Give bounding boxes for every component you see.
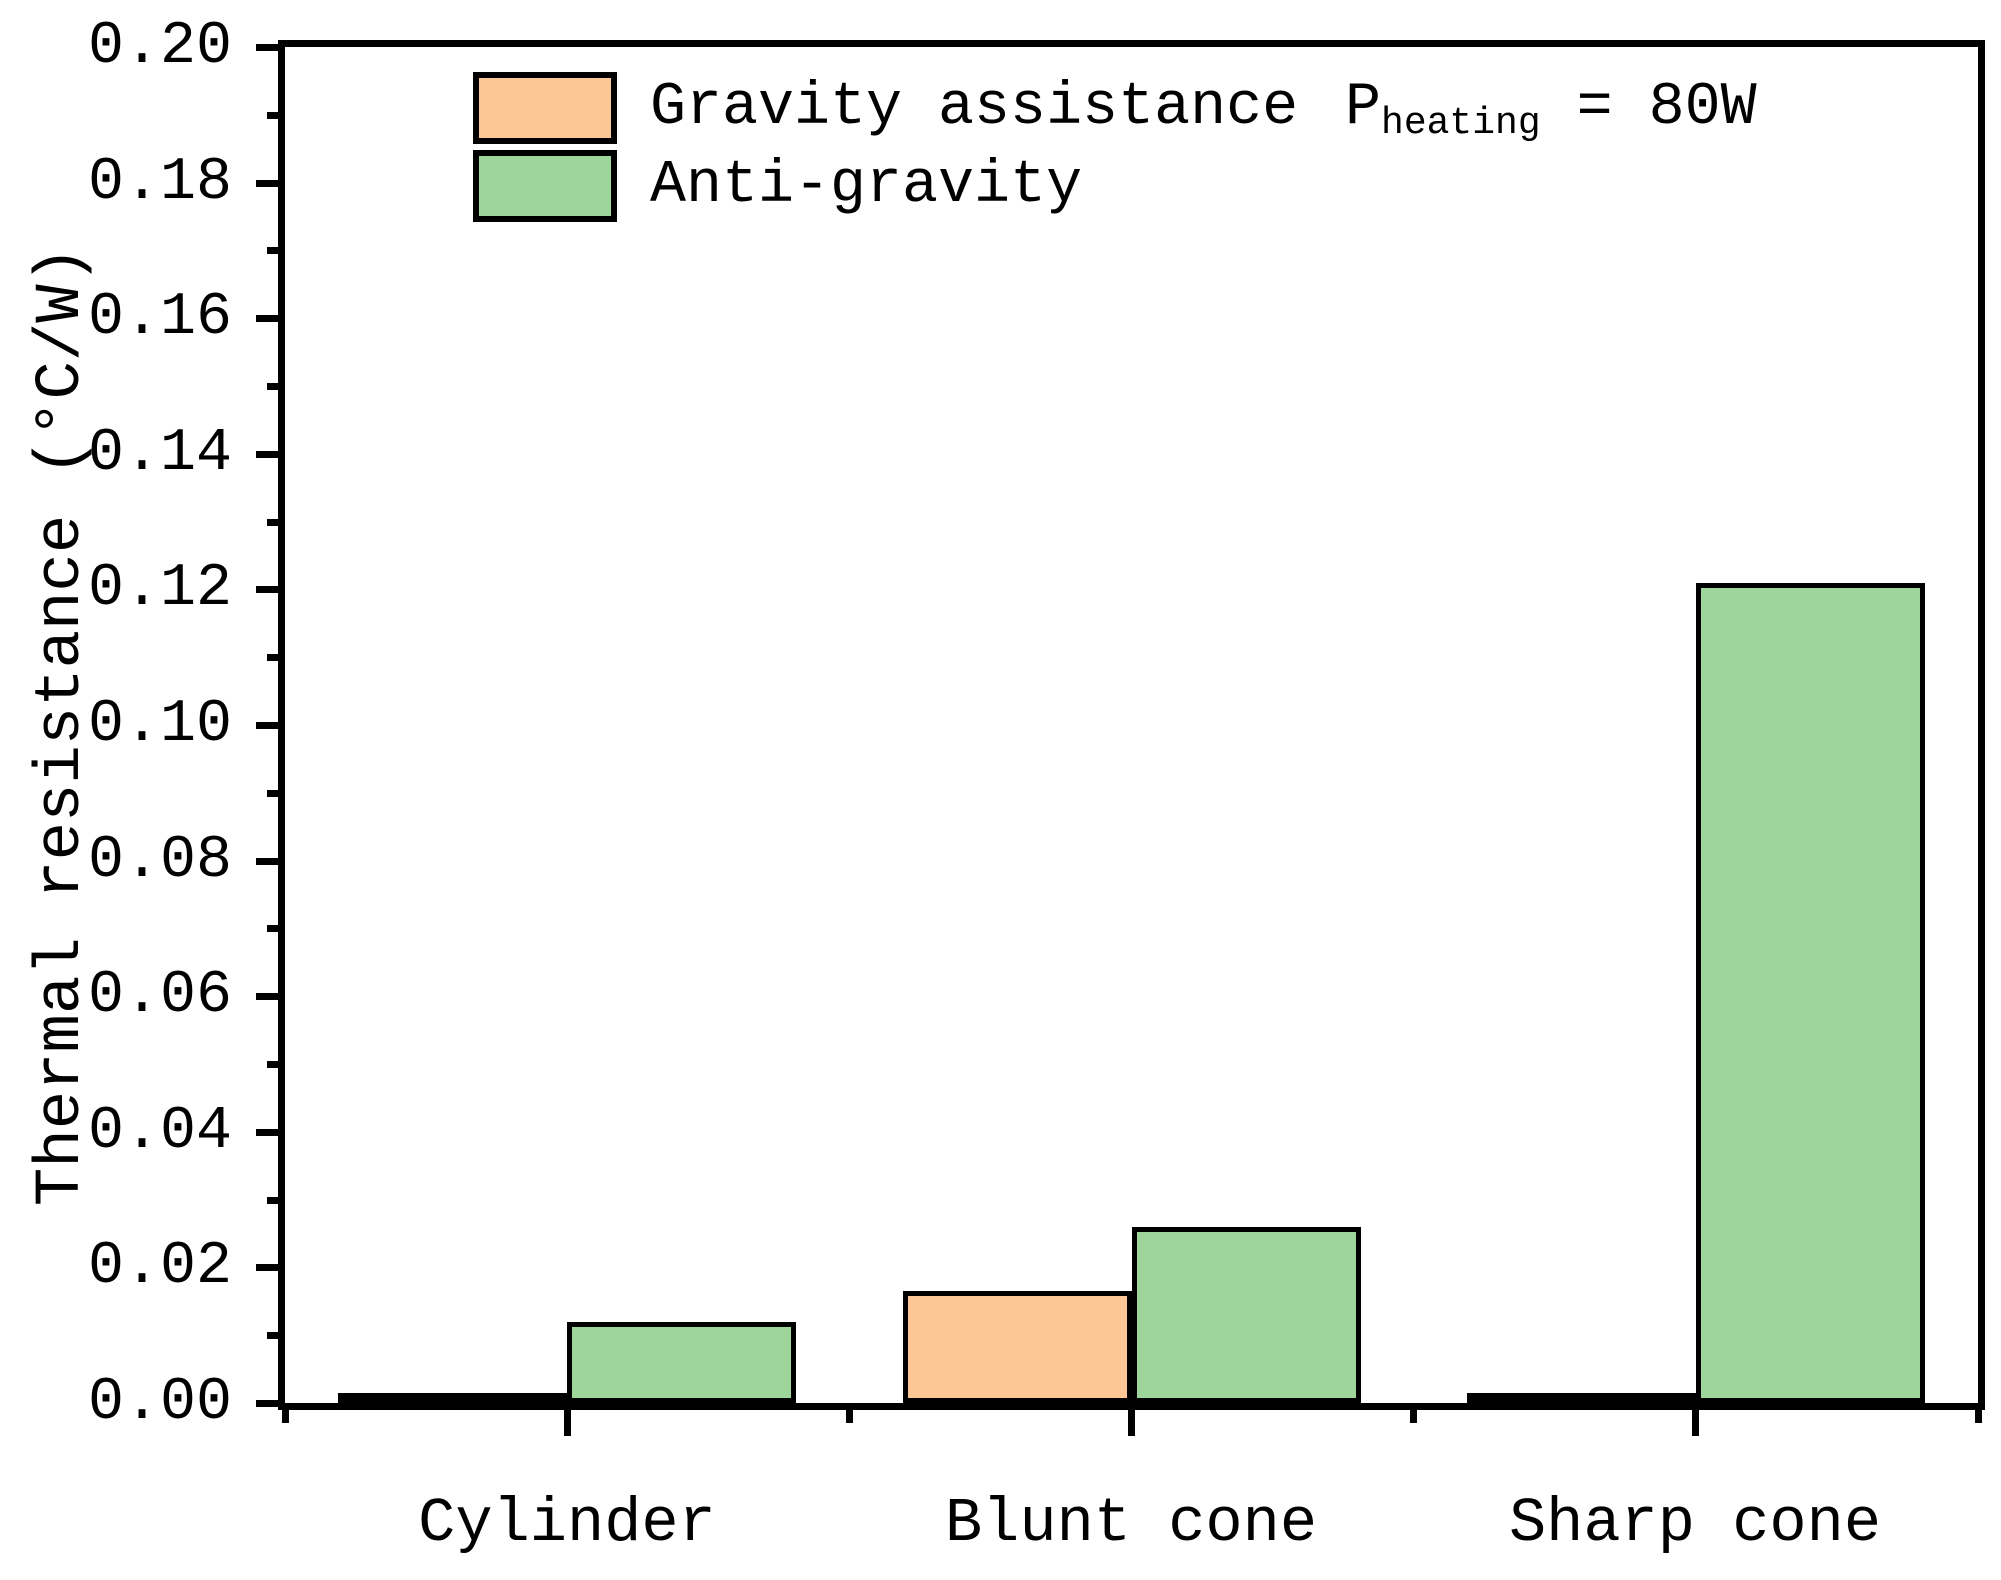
x-minor-tick [281,1410,289,1423]
y-major-tick [256,44,278,51]
x-category-label-cylinder: Cylinder [418,1488,716,1559]
y-major-tick [256,857,278,865]
x-minor-tick [845,1410,853,1423]
y-minor-tick [267,111,278,119]
y-minor-tick [267,1061,278,1068]
x-minor-tick [1410,1410,1418,1423]
y-tick-label: 0.16 [87,284,232,353]
y-major-tick [256,450,278,458]
x-minor-tick [1974,1410,1982,1423]
y-major-tick [256,722,278,729]
legend-swatch-gravity-assistance [473,72,617,144]
y-minor-tick [267,1332,278,1340]
y-minor-tick [267,789,278,797]
y-tick-label: 0.02 [87,1233,232,1302]
y-minor-tick [267,654,278,662]
y-tick-label: 0.08 [87,826,232,895]
y-minor-tick [267,518,278,526]
y-tick-label: 0.18 [87,148,232,217]
y-tick-label: 0.20 [87,13,232,81]
annotation-prefix: P [1345,74,1382,142]
y-minor-tick [267,247,278,255]
y-major-tick [256,1264,278,1272]
y-tick-label: 0.14 [87,419,232,488]
bar-cylinder-anti-gravity [567,1321,797,1403]
y-minor-tick [267,383,278,390]
x-major-tick [1128,1410,1135,1436]
bar-cylinder-gravity-assistance [338,1393,568,1403]
y-major-tick [256,993,278,1001]
annotation-subscript: heating [1381,102,1541,145]
y-major-tick [256,1128,278,1136]
y-major-tick [256,1400,278,1407]
legend-label-gravity-assistance: Gravity assistance [650,74,1299,142]
y-tick-label: 0.06 [87,962,232,1031]
bar-sharp-cone-gravity-assistance [1466,1393,1696,1403]
x-category-label-sharp-cone: Sharp cone [1508,1488,1882,1559]
heating-power-annotation: Pheating = 80W [1345,72,1757,144]
y-tick-label: 0.10 [87,691,232,759]
bar-blunt-cone-gravity-assistance [902,1291,1132,1403]
y-minor-tick [267,925,278,933]
legend-swatch-anti-gravity [473,150,617,222]
y-major-tick [256,315,278,323]
x-major-tick [563,1410,571,1436]
x-category-label-blunt-cone: Blunt cone [944,1488,1318,1559]
y-major-tick [256,179,278,187]
y-tick-label: 0.04 [87,1097,232,1166]
annotation-suffix: = 80W [1540,74,1757,142]
y-major-tick [256,586,278,594]
y-tick-label: 0.12 [87,555,232,624]
bar-blunt-cone-anti-gravity [1131,1226,1361,1403]
bar-sharp-cone-anti-gravity [1695,582,1925,1403]
plot-area [278,40,1985,1410]
y-tick-label: 0.00 [87,1369,232,1437]
y-minor-tick [267,1196,278,1204]
legend-label-anti-gravity: Anti-gravity [650,152,1083,220]
x-major-tick [1692,1410,1700,1436]
